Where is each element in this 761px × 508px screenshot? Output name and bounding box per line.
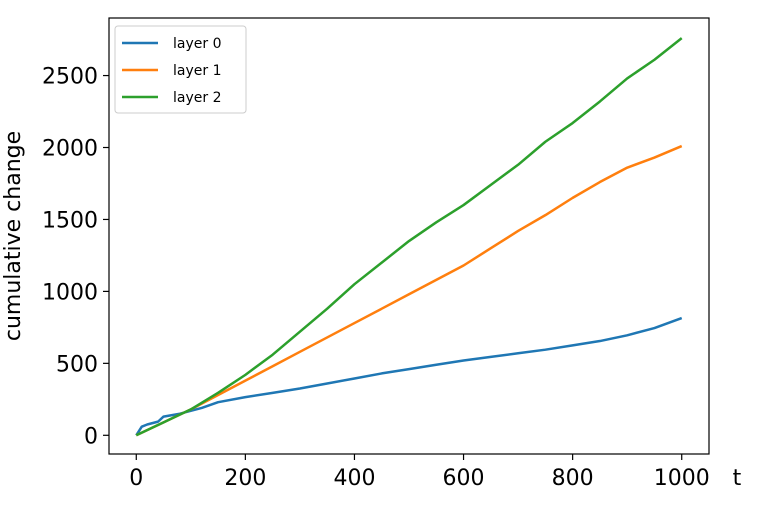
- series-line-layer-2: [135, 37, 683, 437]
- y-tick-label: 2000: [42, 137, 98, 162]
- y-tick-label: 2500: [42, 65, 98, 90]
- legend: layer 0 layer 1 layer 2: [114, 25, 247, 114]
- x-axis-label: t: [733, 466, 742, 491]
- y-tick-label: 1500: [42, 208, 98, 233]
- x-tick-label: 200: [224, 466, 266, 491]
- legend-label-layer-0: layer 0: [173, 36, 221, 52]
- lines-layer: [135, 37, 683, 437]
- series-line-layer-1: [135, 144, 683, 437]
- y-axis-label: cumulative change: [1, 131, 26, 341]
- series-line-layer-0: [135, 316, 683, 436]
- plot-frame: [108, 17, 710, 455]
- y-tick-label: 1000: [42, 280, 98, 305]
- legend-box: [114, 25, 247, 114]
- legend-label-layer-2: layer 2: [173, 90, 221, 106]
- x-tick-label: 1000: [654, 466, 710, 491]
- x-tick-label: 400: [333, 466, 375, 491]
- x-tick-label: 800: [552, 466, 594, 491]
- y-tick-label: 500: [56, 352, 98, 377]
- x-tick-label: 0: [129, 466, 143, 491]
- legend-label-layer-1: layer 1: [173, 63, 221, 79]
- y-tick-label: 0: [84, 424, 98, 449]
- x-tick-label: 600: [443, 466, 485, 491]
- ticks-layer: 0 200 400 600 800 1000 0 500 1000 1500 2000 2500: [42, 65, 710, 491]
